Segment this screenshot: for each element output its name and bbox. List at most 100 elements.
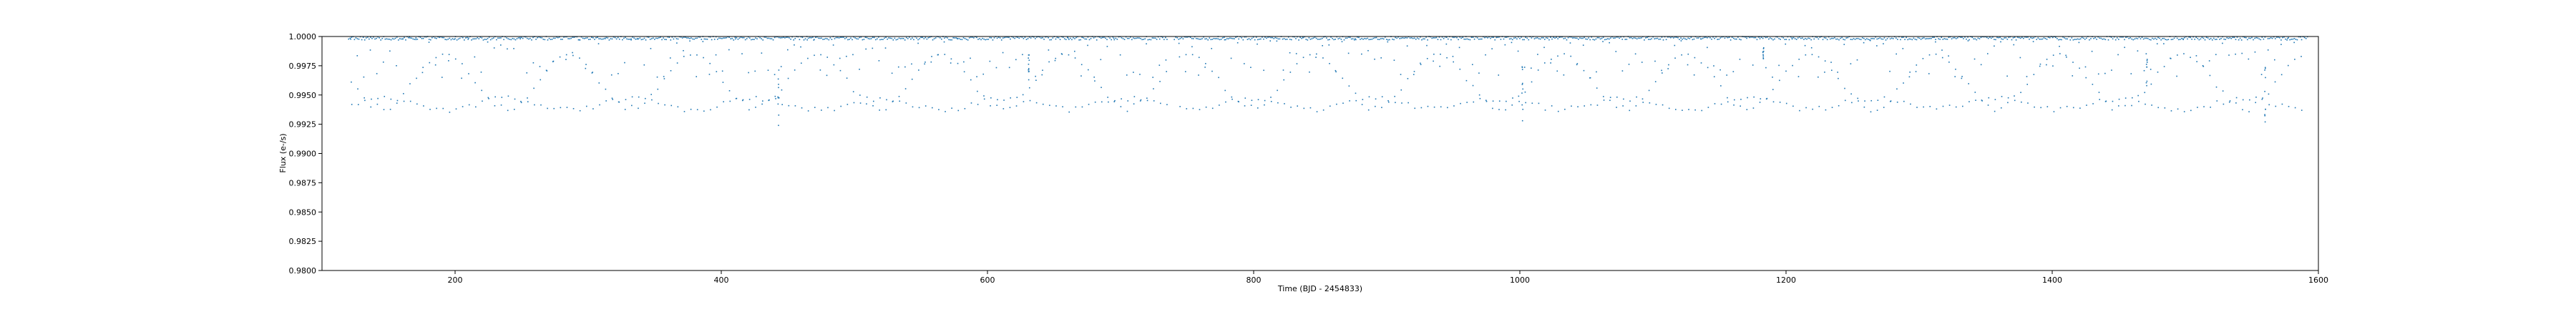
data-point bbox=[357, 104, 359, 105]
data-point bbox=[497, 37, 499, 39]
data-point bbox=[2223, 38, 2225, 40]
data-point bbox=[1592, 39, 1594, 40]
data-point bbox=[1228, 38, 1229, 39]
data-point bbox=[2122, 36, 2124, 38]
data-point bbox=[1531, 81, 1533, 83]
data-point bbox=[1197, 38, 1199, 39]
data-point bbox=[696, 109, 698, 111]
data-point bbox=[491, 38, 493, 39]
data-point bbox=[1184, 71, 1186, 72]
data-point bbox=[986, 39, 988, 40]
data-point bbox=[1264, 99, 1266, 102]
data-point bbox=[1028, 69, 1029, 71]
data-point bbox=[474, 56, 476, 58]
data-point bbox=[811, 36, 814, 38]
data-point bbox=[1083, 37, 1085, 39]
data-point bbox=[1200, 38, 1201, 40]
data-point bbox=[1772, 89, 1774, 90]
data-point bbox=[1765, 67, 1767, 69]
data-point bbox=[1713, 76, 1715, 78]
data-point bbox=[1277, 102, 1279, 104]
data-point bbox=[703, 38, 706, 40]
data-point bbox=[1439, 65, 1441, 67]
data-point bbox=[1129, 36, 1131, 38]
data-point bbox=[422, 67, 424, 69]
data-point bbox=[1101, 87, 1102, 89]
data-point bbox=[1511, 104, 1513, 106]
data-point bbox=[1249, 39, 1252, 41]
data-point bbox=[1401, 102, 1402, 104]
data-point bbox=[371, 98, 372, 100]
data-point bbox=[1106, 39, 1108, 41]
data-point bbox=[1469, 39, 1471, 41]
data-point bbox=[1779, 102, 1781, 103]
data-point bbox=[2084, 39, 2086, 40]
data-point bbox=[1896, 37, 1897, 39]
y-tick-label: 0.9975 bbox=[289, 62, 317, 71]
data-point bbox=[519, 36, 521, 39]
data-point bbox=[2280, 74, 2283, 76]
data-point bbox=[2274, 38, 2276, 39]
data-point bbox=[1286, 39, 1288, 40]
data-point bbox=[1861, 37, 1863, 39]
data-point bbox=[1277, 89, 1278, 92]
data-point bbox=[446, 39, 448, 41]
data-point bbox=[2195, 55, 2197, 57]
data-point bbox=[794, 69, 796, 71]
data-point bbox=[846, 77, 848, 79]
data-point bbox=[1822, 39, 1824, 41]
data-point bbox=[614, 36, 616, 39]
data-point bbox=[1393, 59, 1395, 62]
data-point bbox=[670, 39, 672, 41]
data-point bbox=[563, 36, 565, 38]
data-point bbox=[1818, 76, 1819, 78]
data-point bbox=[1680, 40, 1682, 42]
data-point bbox=[1974, 38, 1976, 40]
data-point bbox=[527, 97, 528, 99]
data-point bbox=[2059, 46, 2060, 47]
data-point bbox=[1455, 36, 1456, 38]
data-point bbox=[918, 69, 919, 71]
data-point bbox=[416, 77, 417, 79]
data-point bbox=[569, 38, 570, 39]
data-point bbox=[865, 48, 867, 50]
data-point bbox=[1236, 42, 1239, 44]
data-point bbox=[1883, 43, 1884, 44]
data-point bbox=[1492, 107, 1493, 109]
data-point bbox=[1441, 36, 1443, 38]
data-point bbox=[1544, 109, 1546, 111]
data-point bbox=[1692, 39, 1694, 41]
data-point bbox=[955, 37, 957, 39]
data-point bbox=[968, 37, 970, 39]
data-point bbox=[780, 66, 782, 67]
data-point bbox=[1238, 38, 1239, 40]
data-point bbox=[2151, 104, 2152, 106]
data-point bbox=[1116, 39, 1118, 40]
data-point bbox=[1315, 37, 1317, 39]
data-point bbox=[1521, 66, 1523, 68]
data-point bbox=[1911, 39, 1913, 41]
data-point bbox=[840, 105, 842, 107]
data-point bbox=[1869, 39, 1871, 42]
data-point bbox=[1447, 107, 1448, 109]
data-point bbox=[421, 38, 423, 39]
data-point bbox=[1961, 36, 1963, 38]
data-point bbox=[1700, 38, 1702, 40]
data-point bbox=[1465, 38, 1467, 40]
data-point bbox=[2130, 73, 2132, 74]
data-point bbox=[1987, 37, 1989, 39]
data-point bbox=[532, 62, 535, 64]
data-point bbox=[2132, 39, 2135, 41]
data-point bbox=[1870, 99, 1873, 102]
data-point bbox=[1122, 38, 1124, 39]
data-point bbox=[501, 97, 503, 98]
data-point bbox=[589, 39, 591, 40]
data-point bbox=[1424, 38, 1425, 40]
data-point bbox=[2229, 37, 2231, 39]
data-point bbox=[1184, 36, 1186, 38]
data-point bbox=[1996, 36, 1998, 39]
data-point bbox=[859, 102, 862, 104]
data-point bbox=[1603, 96, 1604, 97]
data-point bbox=[866, 96, 868, 98]
data-point bbox=[716, 71, 718, 72]
